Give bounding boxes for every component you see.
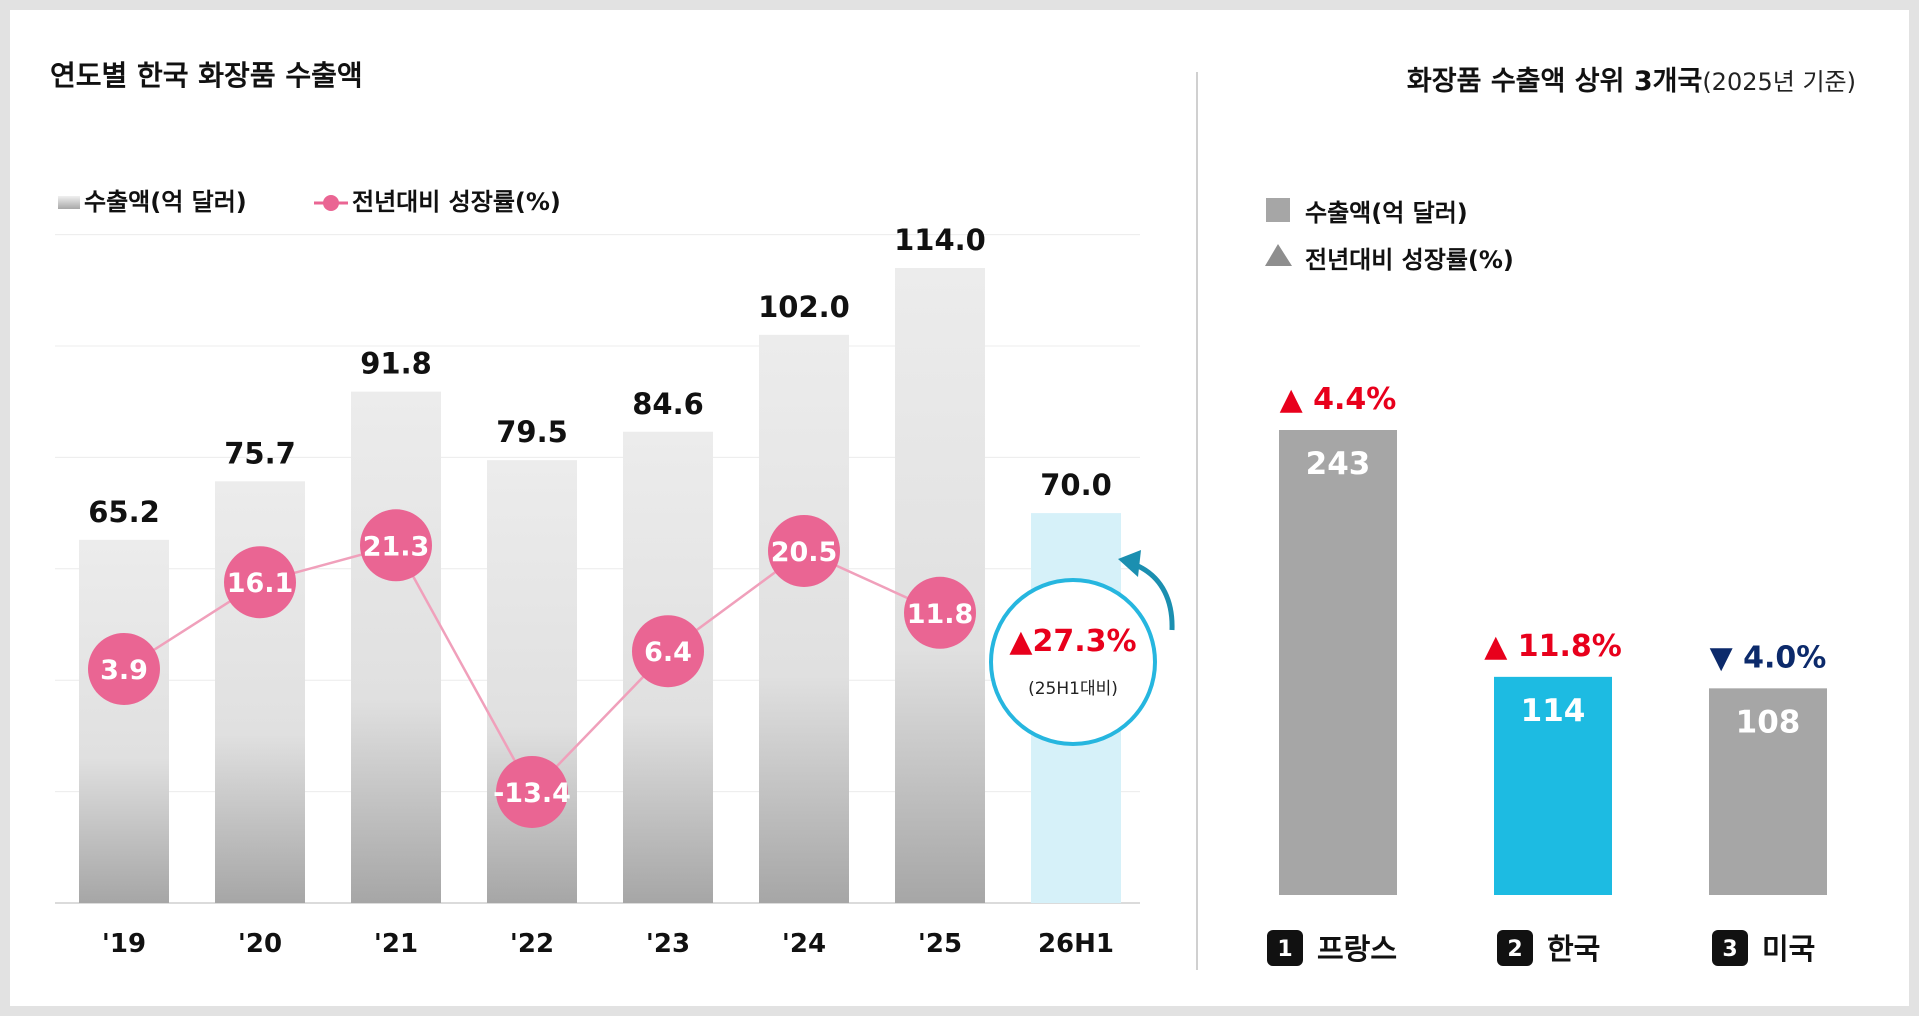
legend-line-label: 전년대비 성장률(%): [352, 188, 561, 216]
bar-value-label: 84.6: [632, 387, 704, 421]
growth-label: 3.9: [100, 655, 148, 686]
right-chart-title-line: 화장품 수출액 상위 3개국(2025년 기준): [1407, 66, 1856, 97]
growth-marker: [88, 632, 160, 705]
rank-badge: [1497, 930, 1533, 966]
rank-number: 3: [1722, 937, 1737, 962]
country-bar-2: [1709, 688, 1827, 895]
bar-value-label: 65.2: [88, 495, 160, 529]
country-name: 프랑스: [1317, 932, 1397, 966]
bar-5: [759, 334, 849, 903]
country-bar-1: [1494, 676, 1612, 895]
legend-bar-swatch: [58, 196, 80, 209]
right-chart-title: 화장품 수출액 상위 3개국: [1407, 66, 1702, 97]
callout-value: ▲27.3%: [1009, 624, 1136, 659]
country-name: 미국: [1762, 932, 1815, 966]
country-value-label: 114: [1521, 693, 1586, 729]
right-legend-growth-label: 전년대비 성장률(%): [1305, 246, 1514, 274]
callout-arrow-head-icon: [1118, 550, 1141, 577]
growth-marker: [224, 546, 296, 619]
x-tick-label: '25: [918, 929, 962, 959]
bar-3: [487, 460, 577, 903]
bar-value-label: 70.0: [1040, 468, 1112, 502]
legend-square-icon: [1266, 198, 1290, 222]
bar-value-label: 79.5: [496, 415, 568, 449]
callout-arrow-curve: [1136, 563, 1175, 631]
bar-value-label: 75.7: [224, 436, 296, 470]
growth-marker: [904, 576, 976, 649]
x-tick-label: 26H1: [1038, 929, 1114, 959]
rank-badge: [1712, 930, 1748, 966]
bar-value-label: 114.0: [894, 223, 986, 257]
bar-0: [79, 539, 169, 903]
legend-line-marker: [323, 195, 339, 211]
x-tick-label: '21: [374, 929, 418, 959]
left-chart-x-labels: '19 '20 '21 '22 '23 '24 '25 26H1: [102, 929, 1114, 959]
growth-label: 21.3: [363, 531, 430, 562]
legend-bar-label: 수출액(억 달러): [84, 188, 247, 216]
country-bar-0: [1279, 430, 1397, 895]
bar-1: [215, 481, 305, 903]
country-growth-label: ▲ 11.8%: [1484, 629, 1622, 664]
growth-label: 16.1: [227, 568, 294, 599]
left-chart-title: 연도별 한국 화장품 수출액: [50, 59, 363, 92]
callout-note: (25H1대비): [1028, 679, 1118, 699]
growth-label: 11.8: [907, 599, 974, 630]
right-chart-bars: [1279, 430, 1827, 895]
x-tick-label: '24: [782, 929, 826, 959]
bar-value-label: 91.8: [360, 347, 432, 381]
country-growth-label: ▼ 4.0%: [1710, 640, 1827, 675]
growth-label: 20.5: [771, 537, 838, 568]
growth-marker: [496, 755, 568, 828]
rank-number: 1: [1277, 937, 1292, 962]
x-tick-label: '23: [646, 929, 690, 959]
x-tick-label: '19: [102, 929, 146, 959]
bar-value-label: 102.0: [758, 290, 850, 324]
callout-circle: [989, 578, 1157, 746]
growth-label: -13.4: [493, 778, 571, 809]
country-name: 한국: [1547, 932, 1600, 966]
growth-marker: [360, 509, 432, 582]
left-chart-bars: [79, 268, 1121, 903]
growth-marker: [632, 615, 704, 688]
chart-card: 연도별 한국 화장품 수출액 수출액(억 달러) 전년대비 성장률(%) 65.…: [10, 10, 1909, 1006]
growth-marker: [768, 514, 840, 587]
country-growth-label: ▲ 4.4%: [1280, 382, 1397, 417]
rank-number: 2: [1507, 937, 1522, 962]
x-tick-label: '20: [238, 929, 282, 959]
rank-badge: [1267, 930, 1303, 966]
country-value-label: 243: [1306, 446, 1371, 482]
right-legend-bar-label: 수출액(억 달러): [1305, 199, 1468, 227]
left-chart-bar-labels: 65.2 75.7 91.8 79.5 84.6 102.0 114.0 70.0: [88, 223, 1112, 529]
bar-2: [351, 391, 441, 903]
left-chart-growth-markers: 3.9 16.1 21.3 -13.4 6.4 20.5 11.8: [88, 509, 976, 828]
right-chart-labels: 243 ▲ 4.4% 1 프랑스 114 ▲ 11.8% 2 한국 108 ▼ 4.0% 3 미국: [1267, 382, 1826, 966]
growth-label: 6.4: [644, 637, 692, 668]
legend-triangle-icon: [1265, 244, 1292, 266]
right-chart-title-note: (2025년 기준): [1702, 68, 1856, 96]
country-value-label: 108: [1736, 704, 1801, 740]
charts-canvas: 연도별 한국 화장품 수출액 수출액(억 달러) 전년대비 성장률(%) 65.…: [50, 59, 1856, 970]
x-tick-label: '22: [510, 929, 554, 959]
